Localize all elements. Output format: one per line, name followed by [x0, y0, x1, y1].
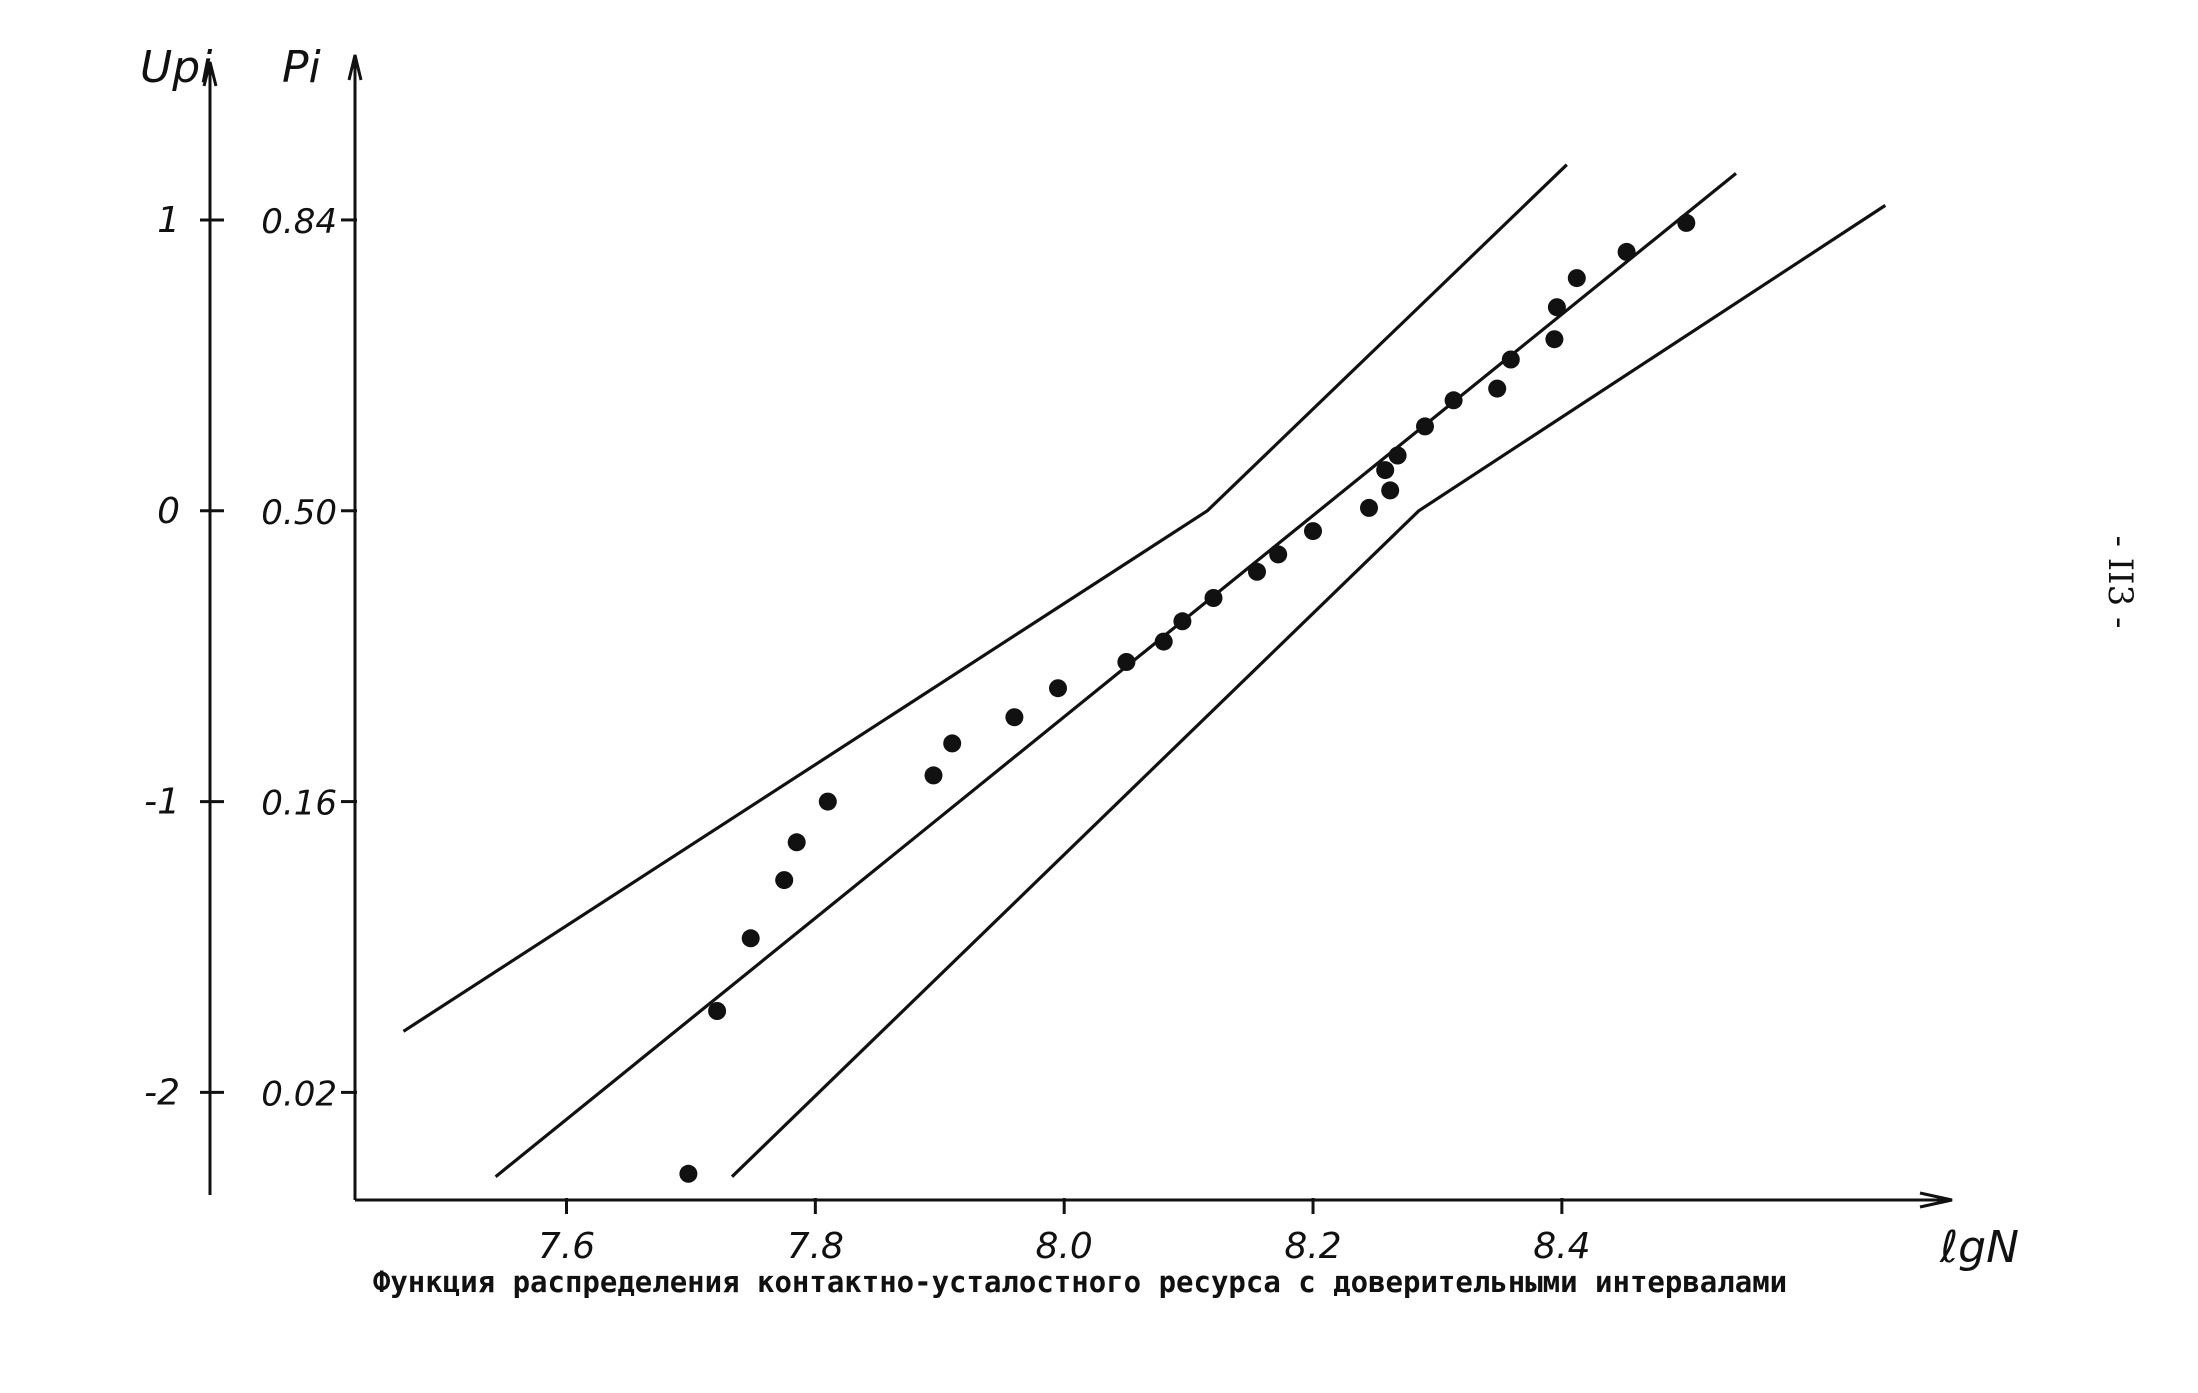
data-point [924, 766, 943, 785]
data-point [943, 734, 962, 753]
x-tick-label: 7.8 [787, 1226, 844, 1267]
data-point [1269, 545, 1288, 564]
p-axis-arrow [347, 54, 363, 81]
data-point [1360, 498, 1378, 517]
u-tick-label: 1 [157, 200, 180, 241]
upper-bound-line [402, 163, 1568, 1033]
data-point [1501, 350, 1520, 369]
data-point [1381, 481, 1400, 500]
data-point [1005, 708, 1024, 727]
data-point [1248, 562, 1266, 581]
figure-caption: Функция распределения контактно-усталост… [372, 1265, 1788, 1299]
data-point [1444, 391, 1463, 410]
u-axis-arrow [202, 61, 218, 87]
x-axis-arrow [1919, 1191, 1953, 1209]
data-point [679, 1164, 698, 1183]
fitted-line [494, 172, 1738, 1178]
x-tick-label: 8.4 [1533, 1226, 1590, 1267]
data-point [1416, 417, 1434, 436]
u-axis-title: Uрi [140, 42, 213, 93]
u-tick-label: -1 [144, 782, 180, 823]
data-point [1677, 213, 1696, 232]
data-point [1204, 589, 1223, 607]
p-tick-label: 0.50 [261, 493, 337, 533]
data-point [1154, 632, 1173, 651]
x-tick-label: 8.2 [1284, 1226, 1341, 1267]
p-tick-label: 0.84 [261, 202, 337, 242]
data-point [1376, 461, 1395, 480]
p-axis-title: Pi [282, 42, 322, 93]
data-point [1049, 679, 1067, 698]
data-point [1117, 653, 1136, 671]
p-tick-label: 0.02 [261, 1074, 337, 1114]
page-number: - II3 - [2100, 535, 2140, 629]
x-tick-label: 7.6 [538, 1226, 595, 1267]
data-point [1304, 522, 1322, 541]
data-point [1617, 242, 1636, 261]
u-tick-label: -2 [144, 1072, 180, 1113]
data-point [787, 833, 806, 852]
x-axis-title: ℓgN [1939, 1222, 2019, 1273]
lower-bound-line [730, 204, 1887, 1178]
data-point [1547, 298, 1566, 317]
axes [200, 54, 1953, 1214]
data-point [818, 792, 837, 811]
series-lines [402, 163, 1887, 1178]
data-point [1545, 330, 1564, 349]
data-point [1388, 446, 1407, 465]
u-tick-label: 0 [157, 491, 180, 532]
x-tick-label: 8.0 [1036, 1226, 1093, 1267]
axis-labels: 1 0.84 0 0.50 -1 0.16 -2 0.02 7.6 7.8 8.0 8.2 8.4 Uрi… [140, 42, 2019, 1273]
p-tick-label: 0.16 [261, 784, 337, 824]
data-point [1488, 379, 1507, 398]
data-point [741, 929, 760, 948]
data-point [775, 871, 794, 890]
data-points [679, 213, 1696, 1183]
data-point [1567, 269, 1586, 288]
data-point [1173, 612, 1192, 631]
data-point [708, 1002, 727, 1020]
